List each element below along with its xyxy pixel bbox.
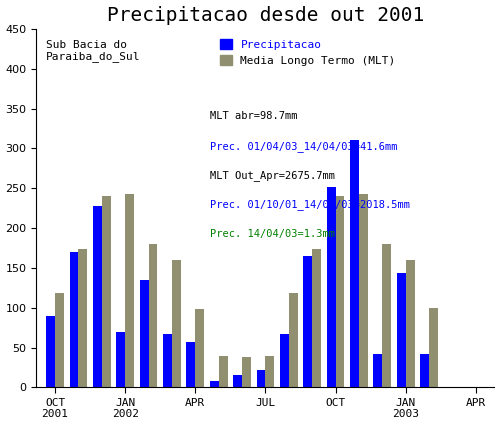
Text: MLT Out_Apr=2675.7mm: MLT Out_Apr=2675.7mm bbox=[210, 170, 336, 181]
Bar bbox=[429, 308, 438, 388]
Bar bbox=[163, 334, 172, 388]
Bar bbox=[420, 354, 429, 388]
Text: Sub Bacia do
Paraiba_do_Sul: Sub Bacia do Paraiba_do_Sul bbox=[46, 40, 140, 62]
Text: Prec. 01/10/01_14/04/03=2018.5mm: Prec. 01/10/01_14/04/03=2018.5mm bbox=[210, 200, 410, 210]
Bar bbox=[125, 194, 134, 388]
Bar bbox=[359, 194, 368, 388]
Bar bbox=[186, 342, 196, 388]
Bar bbox=[46, 316, 55, 388]
Bar bbox=[266, 356, 274, 388]
Bar bbox=[148, 244, 158, 388]
Bar bbox=[233, 375, 242, 388]
Bar bbox=[70, 252, 78, 388]
Bar bbox=[242, 357, 251, 388]
Bar bbox=[116, 332, 125, 388]
Bar bbox=[256, 370, 266, 388]
Title: Precipitacao desde out 2001: Precipitacao desde out 2001 bbox=[107, 6, 424, 25]
Legend: Precipitacao, Media Longo Termo (MLT): Precipitacao, Media Longo Termo (MLT) bbox=[216, 34, 400, 71]
Bar bbox=[210, 381, 218, 388]
Bar bbox=[336, 196, 344, 388]
Bar bbox=[312, 249, 321, 388]
Bar bbox=[93, 206, 102, 388]
Bar bbox=[397, 274, 406, 388]
Bar bbox=[280, 334, 289, 388]
Bar bbox=[196, 309, 204, 388]
Bar bbox=[406, 260, 414, 388]
Bar bbox=[382, 244, 391, 388]
Bar bbox=[140, 280, 148, 388]
Bar bbox=[374, 354, 382, 388]
Bar bbox=[289, 293, 298, 388]
Text: Prec. 14/04/03=1.3mm: Prec. 14/04/03=1.3mm bbox=[210, 229, 336, 239]
Bar bbox=[102, 196, 110, 388]
Bar bbox=[350, 140, 359, 388]
Text: MLT abr=98.7mm: MLT abr=98.7mm bbox=[210, 111, 298, 122]
Bar bbox=[172, 260, 181, 388]
Bar bbox=[304, 256, 312, 388]
Bar bbox=[78, 249, 88, 388]
Text: Prec. 01/04/03_14/04/03=41.6mm: Prec. 01/04/03_14/04/03=41.6mm bbox=[210, 141, 398, 152]
Bar bbox=[218, 356, 228, 388]
Bar bbox=[55, 293, 64, 388]
Bar bbox=[326, 187, 336, 388]
